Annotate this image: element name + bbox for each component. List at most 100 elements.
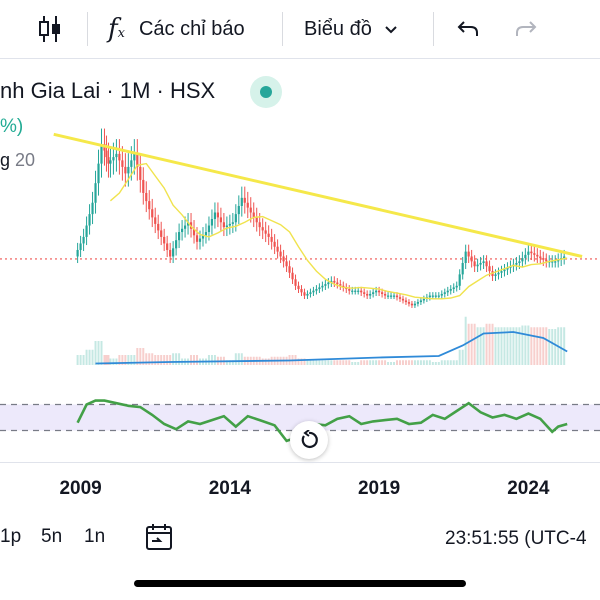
volume-bar: [321, 360, 324, 365]
volume-bar: [207, 355, 210, 365]
undo-icon[interactable]: [456, 0, 480, 58]
candle-body: [312, 290, 315, 293]
candle-body: [151, 209, 154, 218]
candle-body: [303, 292, 306, 296]
volume-bar: [381, 360, 384, 365]
candle-body: [222, 222, 225, 228]
volume-bar: [527, 325, 530, 365]
candle-body: [449, 289, 452, 291]
range-1n[interactable]: 1n: [84, 526, 106, 547]
ma-length: 20: [15, 150, 36, 170]
candle-body: [357, 290, 360, 292]
candle-body: [201, 235, 205, 239]
candle-body: [482, 261, 485, 263]
top-toolbar: fx Các chỉ báo Biểu đồ: [0, 0, 600, 58]
volume-bar: [467, 323, 470, 365]
volume-bar: [491, 323, 494, 365]
volume-bar: [446, 360, 449, 365]
volume-bar: [309, 360, 312, 365]
volume-bar: [369, 360, 372, 365]
ma-legend[interactable]: g 20: [0, 150, 35, 171]
candle-body: [380, 292, 384, 294]
volume-bar: [396, 360, 399, 365]
candle-body: [363, 292, 366, 294]
candle-body: [360, 290, 363, 293]
candle-body: [142, 179, 145, 193]
volume-bar: [494, 327, 497, 365]
candle-body: [306, 293, 309, 296]
range-1p[interactable]: 1p: [0, 526, 22, 547]
volume-bar: [384, 360, 387, 365]
volume-bar: [324, 360, 327, 365]
redo-icon[interactable]: [514, 0, 538, 58]
candle-body: [246, 202, 249, 208]
volume-bar: [136, 348, 139, 365]
volume-bar: [485, 323, 488, 365]
range-5n[interactable]: 5n: [41, 526, 63, 547]
volume-bar: [360, 360, 363, 365]
reset-chart-button[interactable]: [290, 421, 328, 459]
volume-bar: [210, 355, 213, 365]
volume-bar: [315, 360, 318, 365]
volume-bar: [318, 360, 321, 365]
volume-bar: [231, 360, 234, 365]
volume-ma-line: [95, 331, 568, 365]
volume-bar: [336, 360, 339, 365]
candle-body: [154, 217, 157, 224]
volume-bar: [240, 353, 243, 365]
volume-bar: [539, 327, 542, 365]
candle-body: [473, 261, 476, 267]
candle-body: [539, 256, 542, 259]
year-tick-label: 2014: [208, 478, 251, 499]
volume-bar: [105, 355, 108, 365]
candle-body: [309, 292, 312, 294]
volume-bar: [413, 360, 416, 365]
volume-bar: [306, 360, 309, 365]
volume-bar: [175, 353, 178, 365]
candlestick-icon[interactable]: [38, 0, 62, 58]
volume-bar: [375, 360, 378, 365]
candle-body: [169, 249, 172, 257]
volume-bar: [267, 358, 270, 365]
candle-body: [97, 163, 100, 184]
volume-bar: [404, 360, 407, 365]
year-tick-label: 2019: [357, 478, 401, 499]
candle-body: [109, 160, 112, 164]
candle-body: [192, 228, 196, 236]
volume-bar: [425, 360, 428, 365]
volume-bar: [261, 358, 264, 365]
volume-bar: [193, 355, 196, 365]
candle-body: [339, 284, 342, 286]
indicators-button[interactable]: fx Các chỉ báo: [108, 0, 245, 58]
chart-type-label: Biểu đồ: [304, 17, 372, 40]
candle-body: [524, 254, 527, 259]
volume-bar: [342, 360, 345, 365]
volume-bar: [154, 355, 157, 365]
candle-body: [273, 241, 276, 247]
volume-bar: [196, 355, 199, 365]
price-chart[interactable]: [0, 95, 600, 462]
candle-body: [354, 290, 357, 292]
candle-body: [446, 290, 449, 293]
volume-bar: [503, 327, 506, 365]
volume-bar: [488, 323, 491, 365]
candle-body: [386, 295, 390, 297]
volume-bar: [190, 355, 193, 365]
toolbar-border: [0, 58, 600, 59]
candle-body: [231, 222, 234, 224]
go-to-date-icon[interactable]: [144, 522, 174, 557]
volume-bar: [452, 360, 455, 365]
candle-body: [470, 256, 473, 262]
volume-bar: [372, 360, 375, 365]
candle-body: [240, 197, 243, 206]
clock-timezone[interactable]: 23:51:55 (UTC-4: [445, 528, 587, 549]
candle-body: [145, 192, 148, 202]
indicators-label: Các chỉ báo: [138, 17, 245, 40]
candle-body: [416, 302, 420, 304]
volume-bar: [497, 327, 500, 365]
volume-bar: [390, 362, 393, 365]
chart-type-dropdown[interactable]: Biểu đồ: [304, 0, 398, 58]
candle-body: [136, 153, 139, 167]
volume-bar: [482, 327, 485, 365]
candle-body: [378, 290, 381, 293]
